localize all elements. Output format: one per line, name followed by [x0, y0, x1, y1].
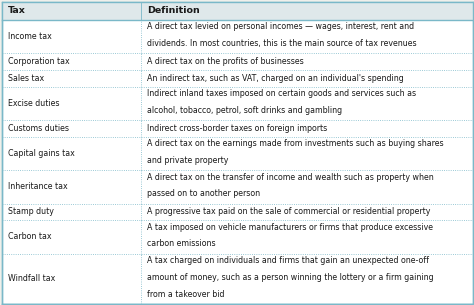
Text: An indirect tax, such as VAT, charged on an individual's spending: An indirect tax, such as VAT, charged on…	[147, 74, 403, 83]
Text: A direct tax on the transfer of income and wealth such as property when: A direct tax on the transfer of income a…	[147, 173, 434, 182]
Text: Stamp duty: Stamp duty	[8, 207, 54, 217]
Text: passed on to another person: passed on to another person	[147, 189, 260, 198]
Text: dividends. In most countries, this is the main source of tax revenues: dividends. In most countries, this is th…	[147, 39, 416, 48]
Text: and private property: and private property	[147, 156, 228, 165]
Text: from a takeover bid: from a takeover bid	[147, 289, 224, 299]
Text: Income tax: Income tax	[8, 32, 52, 41]
Text: carbon emissions: carbon emissions	[147, 239, 215, 249]
Text: Inheritance tax: Inheritance tax	[8, 182, 67, 191]
Text: Customs duties: Customs duties	[8, 124, 69, 133]
Text: Indirect inland taxes imposed on certain goods and services such as: Indirect inland taxes imposed on certain…	[147, 89, 416, 98]
Text: Excise duties: Excise duties	[8, 99, 59, 108]
Text: A tax charged on individuals and firms that gain an unexpected one-off: A tax charged on individuals and firms t…	[147, 256, 429, 265]
Text: A direct tax on the earnings made from investments such as buying shares: A direct tax on the earnings made from i…	[147, 139, 443, 148]
Text: Tax: Tax	[8, 6, 26, 15]
Text: A direct tax on the profits of businesses: A direct tax on the profits of businesse…	[147, 57, 303, 66]
Text: Definition: Definition	[147, 6, 200, 15]
Text: Sales tax: Sales tax	[8, 74, 44, 83]
Text: amount of money, such as a person winning the lottery or a firm gaining: amount of money, such as a person winnin…	[147, 273, 433, 282]
Text: A progressive tax paid on the sale of commercial or residential property: A progressive tax paid on the sale of co…	[147, 207, 430, 217]
Text: A direct tax levied on personal incomes — wages, interest, rent and: A direct tax levied on personal incomes …	[147, 22, 414, 31]
Text: A tax imposed on vehicle manufacturers or firms that produce excessive: A tax imposed on vehicle manufacturers o…	[147, 223, 433, 232]
Text: Corporation tax: Corporation tax	[8, 57, 69, 66]
Bar	[2, 2, 473, 20]
Text: Indirect cross-border taxes on foreign imports: Indirect cross-border taxes on foreign i…	[147, 124, 327, 133]
Text: Windfall tax: Windfall tax	[8, 274, 55, 283]
Text: Capital gains tax: Capital gains tax	[8, 149, 74, 158]
Text: alcohol, tobacco, petrol, soft drinks and gambling: alcohol, tobacco, petrol, soft drinks an…	[147, 106, 342, 115]
Text: Carbon tax: Carbon tax	[8, 232, 51, 242]
